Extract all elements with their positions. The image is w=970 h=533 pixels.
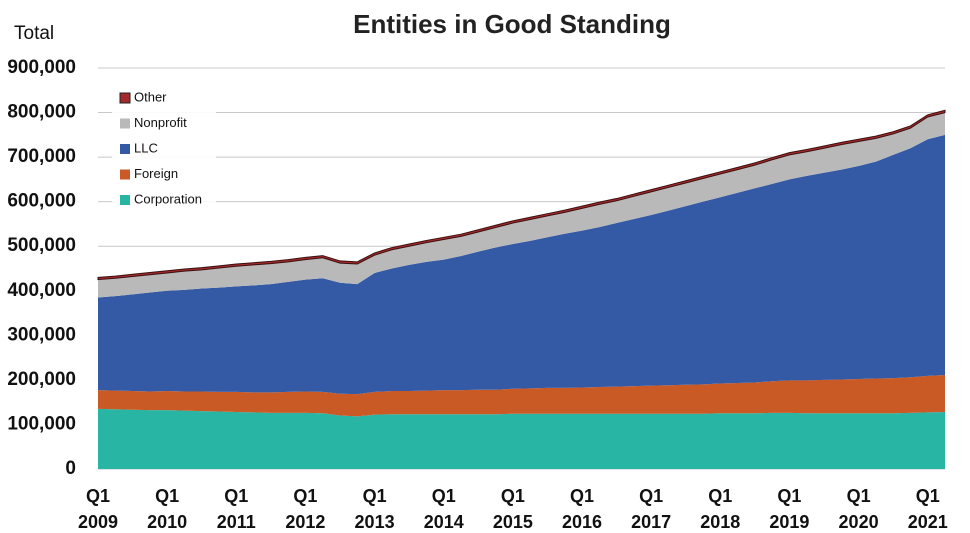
legend-swatch bbox=[120, 144, 130, 154]
y-tick-label: 700,000 bbox=[7, 146, 76, 167]
x-tick-label: Q1 2018 bbox=[700, 486, 740, 532]
legend-label: Nonprofit bbox=[134, 115, 187, 130]
legend-swatch bbox=[120, 118, 130, 129]
y-tick-label: 200,000 bbox=[7, 369, 76, 390]
legend-label: Foreign bbox=[134, 166, 178, 181]
legend-swatch bbox=[120, 169, 130, 180]
y-tick-label: 600,000 bbox=[7, 191, 76, 212]
area-foreign bbox=[98, 374, 945, 417]
x-tick-label: Q1 2019 bbox=[769, 486, 809, 532]
area-llc bbox=[98, 134, 945, 395]
y-tick-label: 800,000 bbox=[7, 102, 76, 123]
labels: 0 100,000 200,000 300,000 400,000 500,000 600,… bbox=[7, 57, 947, 532]
x-tick-label: Q1 2012 bbox=[285, 486, 325, 532]
area-other bbox=[97, 109, 946, 281]
x-tick-label: Q1 2011 bbox=[217, 486, 256, 532]
x-tick-label: Q1 2009 bbox=[78, 486, 118, 532]
y-tick-label: 100,000 bbox=[7, 413, 76, 434]
x-tick-label: Q1 2010 bbox=[147, 486, 187, 532]
legend-label: Other bbox=[134, 89, 167, 104]
x-tick-label: Q1 2014 bbox=[424, 486, 464, 532]
x-tick-label: Q1 2017 bbox=[631, 486, 671, 532]
areas bbox=[97, 109, 946, 469]
x-tick-label: Q1 2015 bbox=[493, 486, 533, 532]
x-tick-label: Q1 2020 bbox=[839, 486, 879, 532]
legend-label: LLC bbox=[134, 140, 158, 155]
y-tick-label: 400,000 bbox=[7, 280, 76, 301]
y-tick-label: 900,000 bbox=[7, 57, 76, 78]
legend-swatch bbox=[120, 195, 130, 205]
x-tick-label: Q1 2021 bbox=[908, 486, 948, 532]
chart-title: Entities in Good Standing bbox=[353, 9, 671, 39]
x-tick-label: Q1 2016 bbox=[562, 486, 602, 532]
y-tick-label: 0 bbox=[65, 458, 76, 479]
legend: Other Nonprofit LLC Foreign Corporation bbox=[112, 84, 216, 212]
y-tick-label: 500,000 bbox=[7, 235, 76, 256]
x-tick-label: Q1 2013 bbox=[355, 486, 395, 532]
legend-swatch bbox=[119, 92, 131, 104]
y-axis-label: Total bbox=[14, 23, 54, 44]
area-nonprofit bbox=[98, 112, 945, 298]
area-corporation bbox=[98, 408, 945, 469]
legend-label: Corporation bbox=[134, 191, 202, 206]
y-tick-label: 300,000 bbox=[7, 324, 76, 345]
